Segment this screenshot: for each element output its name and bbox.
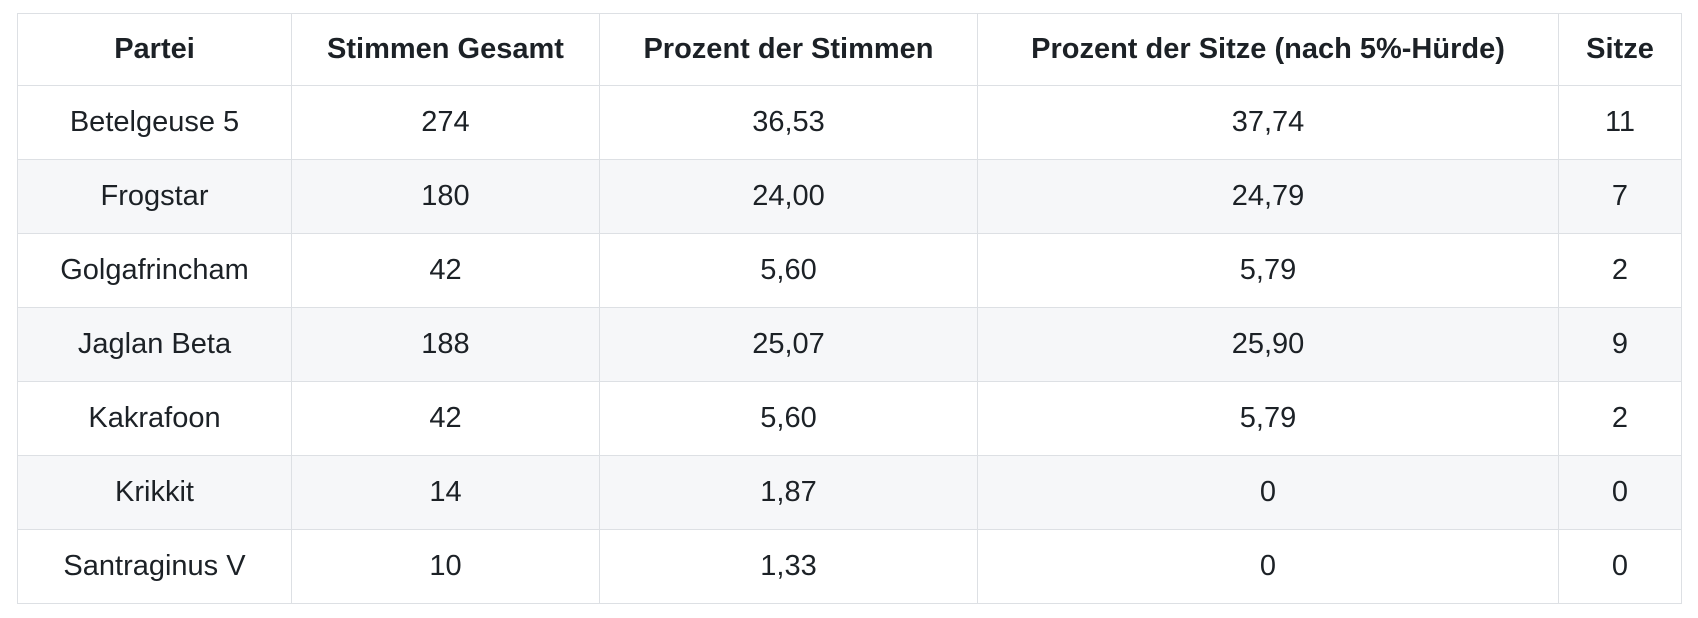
column-header-stimmen-gesamt: Stimmen Gesamt xyxy=(291,13,600,86)
cell-prozent-sitze: 0 xyxy=(977,529,1559,604)
cell-partei: Santraginus V xyxy=(17,529,292,604)
cell-partei: Jaglan Beta xyxy=(17,307,292,382)
cell-stimmen-gesamt: 14 xyxy=(291,455,600,530)
cell-stimmen-gesamt: 188 xyxy=(291,307,600,382)
table-row: Golgafrincham 42 5,60 5,79 2 xyxy=(17,233,1682,308)
election-results-table: Partei Stimmen Gesamt Prozent der Stimmen P… xyxy=(17,13,1682,604)
cell-prozent-sitze: 5,79 xyxy=(977,233,1559,308)
cell-prozent-sitze: 25,90 xyxy=(977,307,1559,382)
cell-sitze: 2 xyxy=(1558,233,1682,308)
table-row: Santraginus V 10 1,33 0 0 xyxy=(17,529,1682,604)
cell-stimmen-gesamt: 42 xyxy=(291,381,600,456)
cell-sitze: 0 xyxy=(1558,455,1682,530)
cell-stimmen-gesamt: 10 xyxy=(291,529,600,604)
cell-partei: Krikkit xyxy=(17,455,292,530)
cell-prozent-sitze: 24,79 xyxy=(977,159,1559,234)
cell-stimmen-gesamt: 274 xyxy=(291,85,600,160)
table-header: Partei Stimmen Gesamt Prozent der Stimmen P… xyxy=(17,13,1682,86)
column-header-sitze: Sitze xyxy=(1558,13,1682,86)
cell-prozent-stimmen: 25,07 xyxy=(599,307,978,382)
cell-prozent-stimmen: 24,00 xyxy=(599,159,978,234)
cell-partei: Kakrafoon xyxy=(17,381,292,456)
cell-prozent-stimmen: 1,33 xyxy=(599,529,978,604)
column-header-prozent-stimmen: Prozent der Stimmen xyxy=(599,13,978,86)
table-row: Frogstar 180 24,00 24,79 7 xyxy=(17,159,1682,234)
column-header-partei: Partei xyxy=(17,13,292,86)
cell-sitze: 7 xyxy=(1558,159,1682,234)
cell-prozent-stimmen: 5,60 xyxy=(599,233,978,308)
cell-sitze: 9 xyxy=(1558,307,1682,382)
cell-sitze: 0 xyxy=(1558,529,1682,604)
table-row: Kakrafoon 42 5,60 5,79 2 xyxy=(17,381,1682,456)
cell-prozent-sitze: 5,79 xyxy=(977,381,1559,456)
cell-partei: Golgafrincham xyxy=(17,233,292,308)
column-header-prozent-sitze: Prozent der Sitze (nach 5%-Hürde) xyxy=(977,13,1559,86)
cell-partei: Betelgeuse 5 xyxy=(17,85,292,160)
table-body: Betelgeuse 5 274 36,53 37,74 11 Frogstar 180 24… xyxy=(17,85,1682,604)
cell-stimmen-gesamt: 180 xyxy=(291,159,600,234)
cell-partei: Frogstar xyxy=(17,159,292,234)
cell-prozent-sitze: 0 xyxy=(977,455,1559,530)
table-row: Jaglan Beta 188 25,07 25,90 9 xyxy=(17,307,1682,382)
cell-sitze: 2 xyxy=(1558,381,1682,456)
table-row: Krikkit 14 1,87 0 0 xyxy=(17,455,1682,530)
table-row: Betelgeuse 5 274 36,53 37,74 11 xyxy=(17,85,1682,160)
cell-prozent-stimmen: 36,53 xyxy=(599,85,978,160)
cell-stimmen-gesamt: 42 xyxy=(291,233,600,308)
cell-prozent-stimmen: 1,87 xyxy=(599,455,978,530)
cell-prozent-stimmen: 5,60 xyxy=(599,381,978,456)
header-row: Partei Stimmen Gesamt Prozent der Stimmen P… xyxy=(17,13,1682,86)
cell-sitze: 11 xyxy=(1558,85,1682,160)
cell-prozent-sitze: 37,74 xyxy=(977,85,1559,160)
